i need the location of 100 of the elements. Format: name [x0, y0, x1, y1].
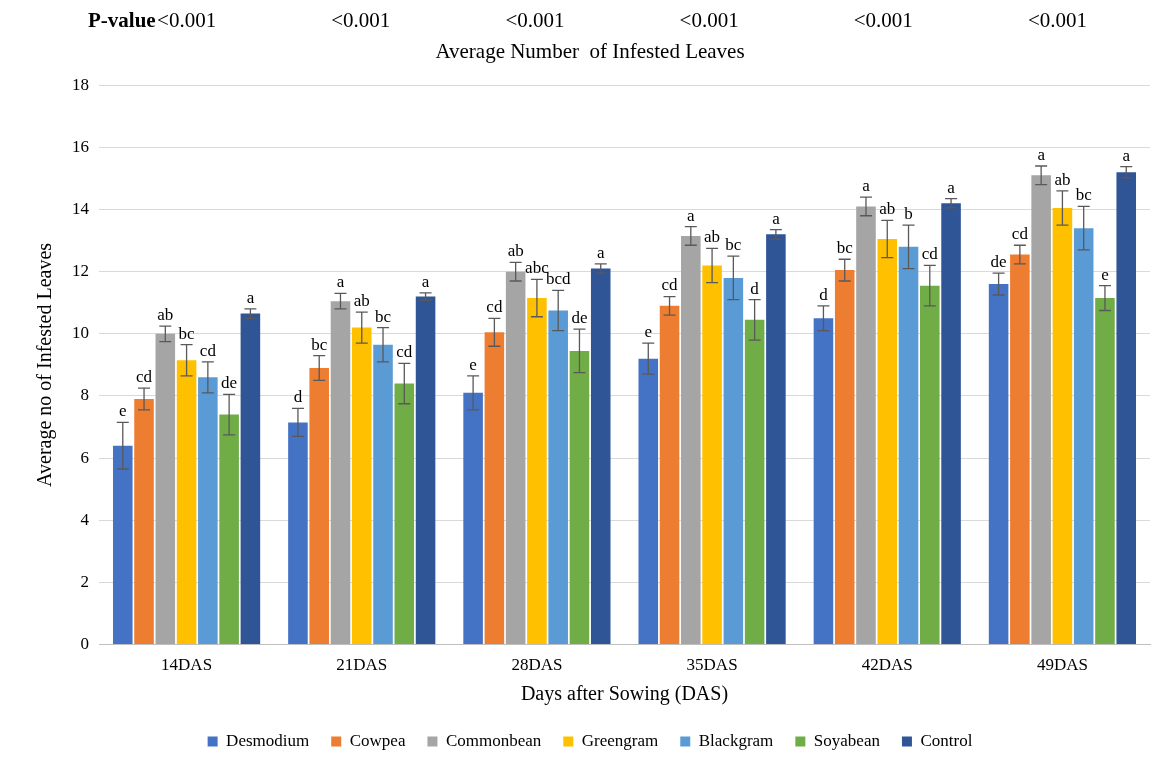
bar: [219, 414, 239, 645]
text: <0.001: [505, 8, 565, 33]
bar: [176, 360, 197, 645]
x-tick-label: 49DAS: [1036, 655, 1088, 675]
data-label: d: [819, 284, 829, 304]
bar: [484, 332, 505, 645]
bar: [394, 383, 415, 645]
y-tick-label: 16: [72, 136, 89, 156]
bar: [744, 319, 765, 645]
data-label: bc: [1075, 185, 1093, 205]
data-label: cd: [661, 275, 679, 295]
text: <0.001: [679, 8, 739, 33]
data-label: b: [904, 204, 913, 224]
y-tick-label: 4: [80, 509, 90, 529]
data-label: a: [1037, 144, 1046, 164]
y-tick-label: 10: [72, 323, 89, 343]
bar: [463, 392, 483, 645]
data-label: a: [421, 271, 430, 291]
bar: [373, 344, 393, 645]
legend-label: Soyabean: [813, 730, 881, 750]
text: <0.001: [157, 8, 217, 33]
bar: [638, 358, 659, 645]
bar: [548, 310, 568, 645]
legend-label: Desmodium: [226, 730, 310, 750]
data-label: e: [119, 401, 127, 421]
bar: [702, 265, 722, 645]
y-axis-title: Average no of Infested Leaves: [33, 242, 57, 487]
legend-label: Cowpea: [349, 730, 406, 750]
data-label: cd: [396, 342, 413, 362]
bar: [723, 277, 744, 645]
x-tick-label: 28DAS: [511, 655, 563, 675]
data-label: bc: [375, 306, 392, 326]
text: P-value: [88, 8, 156, 33]
y-tick-label: 6: [80, 447, 89, 467]
bar: [112, 445, 133, 645]
data-label: d: [750, 278, 760, 298]
chart-title: Average Number of Infested Leaves: [435, 39, 745, 64]
text: <0.001: [1027, 8, 1087, 33]
data-label: a: [772, 208, 781, 228]
bar: [877, 239, 898, 645]
data-label: a: [1122, 145, 1131, 165]
data-label: ab: [704, 227, 721, 247]
bar: [834, 270, 855, 645]
bar: [415, 296, 436, 645]
bar: [1095, 298, 1115, 645]
data-label: cd: [199, 340, 217, 360]
data-label: ab: [157, 305, 174, 325]
data-label: a: [336, 272, 345, 292]
data-label: a: [947, 177, 956, 197]
bar: [240, 313, 261, 645]
data-label: d: [293, 387, 303, 407]
x-axis-title: Days after Sowing (DAS): [520, 682, 729, 706]
data-label: cd: [1011, 224, 1029, 244]
bar: [505, 271, 526, 645]
x-tick-label: 14DAS: [161, 655, 213, 675]
y-tick-label: 12: [72, 261, 89, 281]
bar: [1073, 228, 1094, 645]
bar: [898, 246, 919, 645]
data-label: e: [644, 322, 653, 342]
x-tick-label: 35DAS: [686, 655, 738, 675]
legend-label: Blackgram: [698, 730, 774, 750]
bar: [988, 284, 1009, 645]
bar: [288, 422, 308, 645]
bar: [1052, 207, 1073, 645]
text: <0.001: [331, 8, 391, 33]
bar: [813, 318, 834, 645]
text: <0.001: [853, 8, 913, 33]
legend-label: Control: [920, 730, 973, 750]
bar: [351, 327, 372, 645]
data-label: cd: [921, 244, 939, 264]
data-label: a: [246, 287, 255, 307]
bar: [590, 268, 611, 645]
bar: [155, 333, 176, 645]
bar: [681, 235, 701, 645]
data-label: a: [687, 205, 696, 225]
y-tick-label: 8: [80, 385, 89, 405]
data-label: bc: [311, 334, 328, 354]
data-label: bc: [836, 238, 854, 258]
bar: [527, 298, 547, 645]
data-label: ab: [507, 241, 524, 261]
bar: [856, 206, 876, 645]
bar: [941, 203, 961, 645]
data-label: bc: [725, 235, 742, 255]
bar: [1010, 254, 1030, 645]
data-label: de: [221, 373, 238, 393]
data-label: de: [990, 252, 1007, 272]
bar: [309, 368, 329, 645]
bar: [1116, 172, 1137, 645]
data-label: ab: [1054, 169, 1071, 189]
y-tick-label: 14: [72, 198, 90, 218]
data-label: ab: [353, 291, 370, 311]
legend-label: Greengram: [581, 730, 659, 750]
y-tick-label: 0: [80, 634, 89, 654]
bar: [1031, 175, 1051, 645]
bar: [198, 377, 218, 645]
bar: [569, 350, 590, 645]
bar: [766, 234, 786, 645]
x-tick-label: 42DAS: [861, 655, 913, 675]
data-label: ab: [879, 199, 896, 219]
x-tick-label: 21DAS: [336, 655, 388, 675]
